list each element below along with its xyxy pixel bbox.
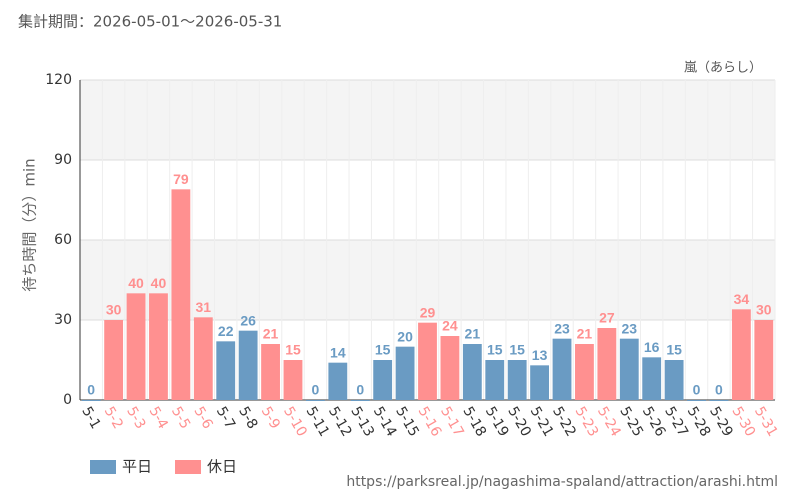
bar — [418, 322, 437, 400]
plot-band — [80, 80, 775, 160]
y-tick-label: 30 — [54, 312, 72, 328]
value-label: 0 — [693, 382, 701, 398]
bar — [687, 400, 706, 401]
bar — [619, 338, 639, 400]
value-label: 24 — [442, 318, 458, 334]
legend-label: 平日 — [122, 458, 152, 476]
bar — [171, 189, 191, 400]
x-tick-label: 5-5 — [168, 404, 193, 432]
value-label: 13 — [532, 347, 548, 363]
bar — [552, 338, 572, 400]
bar — [373, 360, 393, 400]
value-label: 15 — [666, 342, 682, 358]
bar — [238, 330, 258, 400]
value-label: 27 — [599, 310, 615, 326]
y-tick-label: 60 — [54, 232, 72, 248]
bar — [485, 360, 505, 400]
bar — [305, 400, 325, 401]
value-label: 15 — [285, 342, 301, 358]
value-label: 23 — [621, 320, 637, 336]
value-label: 23 — [554, 320, 570, 336]
bar — [104, 320, 124, 400]
bar — [462, 344, 482, 400]
bar — [709, 400, 729, 401]
x-tick-label: 5-1 — [78, 404, 103, 432]
value-label: 0 — [312, 382, 320, 398]
value-label: 79 — [173, 171, 189, 187]
x-tick-label: 5-6 — [190, 404, 215, 432]
bar — [328, 362, 348, 400]
value-label: 34 — [734, 291, 750, 307]
bar — [81, 400, 101, 401]
value-label: 29 — [420, 304, 436, 320]
value-label: 40 — [128, 275, 144, 291]
plot-band — [80, 240, 775, 320]
value-label: 0 — [87, 382, 95, 398]
bar — [664, 360, 684, 400]
value-label: 0 — [356, 382, 364, 398]
value-label: 31 — [196, 299, 212, 315]
x-tick-label: 5-9 — [258, 404, 283, 432]
value-label: 22 — [218, 323, 234, 339]
bar — [440, 336, 460, 400]
value-label: 40 — [151, 275, 167, 291]
x-tick-label: 5-2 — [101, 404, 126, 432]
value-label: 15 — [375, 342, 391, 358]
bar — [193, 317, 213, 400]
legend-swatch — [175, 460, 201, 474]
bar — [642, 357, 662, 400]
y-tick-label: 120 — [45, 72, 72, 88]
value-label: 0 — [715, 382, 723, 398]
bar — [261, 344, 280, 400]
value-label: 21 — [577, 326, 593, 342]
x-tick-label: 5-4 — [146, 404, 171, 432]
bar — [216, 341, 236, 400]
value-label: 21 — [465, 326, 481, 342]
value-label: 21 — [263, 326, 279, 342]
legend-label: 休日 — [207, 458, 237, 476]
value-label: 20 — [397, 328, 413, 344]
bar — [149, 293, 168, 400]
x-tick-label: 5-3 — [123, 404, 148, 432]
chart-title: 集計期間：2026-05-01～2026-05-31 — [18, 13, 282, 31]
x-tick-label: 5-7 — [213, 404, 238, 432]
bar — [283, 360, 303, 400]
value-label: 30 — [756, 302, 772, 318]
bar — [350, 400, 370, 401]
value-label: 16 — [644, 339, 660, 355]
source: https://parksreal.jp/nagashima-spaland/a… — [346, 474, 778, 490]
bar — [507, 360, 527, 400]
x-tick-label: 5-8 — [235, 404, 260, 432]
value-label: 30 — [106, 302, 122, 318]
y-axis-label: 待ち時間（分）min — [21, 158, 39, 291]
y-tick-label: 0 — [63, 392, 72, 408]
value-label: 14 — [330, 344, 346, 360]
bar — [530, 365, 550, 400]
bar — [395, 346, 415, 400]
legend-swatch — [90, 460, 116, 474]
bar — [754, 320, 774, 400]
value-label: 15 — [509, 342, 525, 358]
bar — [731, 309, 751, 400]
bar — [575, 344, 594, 400]
bar — [126, 293, 146, 400]
annotation: 嵐（あらし） — [684, 61, 762, 76]
value-label: 15 — [487, 342, 503, 358]
bar — [597, 328, 617, 400]
y-tick-label: 90 — [54, 152, 72, 168]
value-label: 26 — [240, 312, 256, 328]
x-tick-label: 5-31 — [751, 404, 781, 440]
